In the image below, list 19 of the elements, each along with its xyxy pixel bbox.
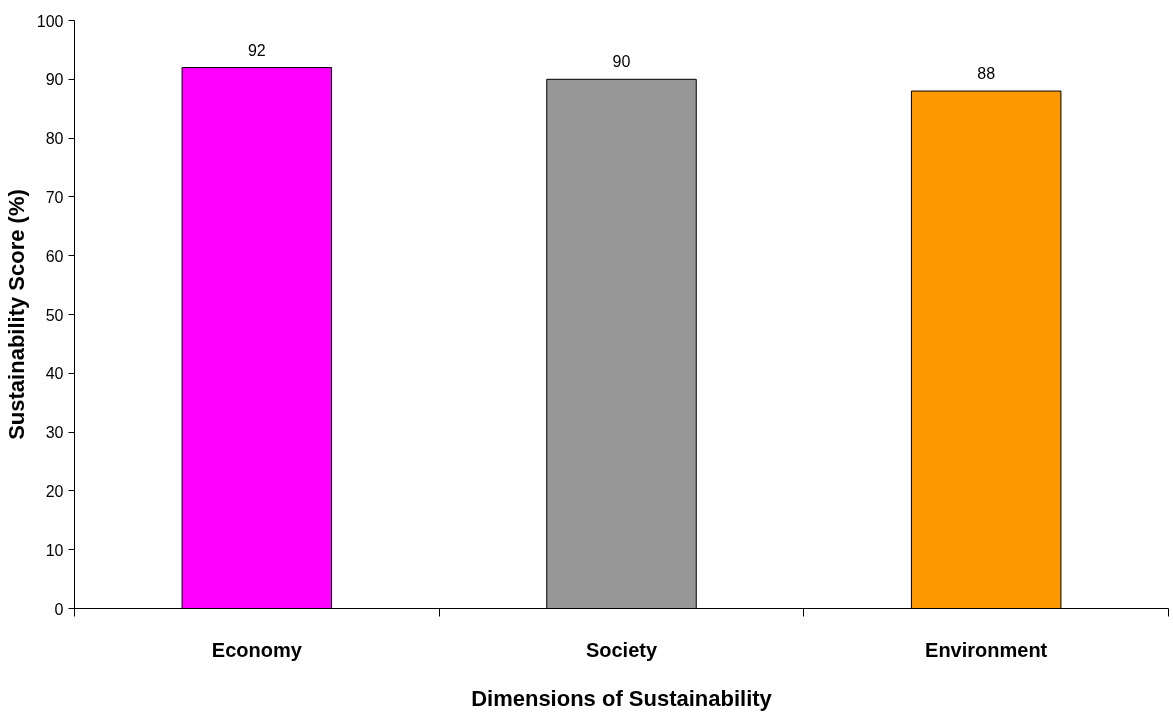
y-tick-label: 0 bbox=[54, 600, 64, 618]
y-tick-label: 30 bbox=[45, 424, 64, 442]
x-tick-label: Environment bbox=[925, 638, 1048, 661]
data-label: 90 bbox=[612, 53, 631, 71]
x-tick-label: Economy bbox=[211, 638, 303, 661]
y-tick-label: 90 bbox=[45, 71, 64, 89]
data-label: 88 bbox=[977, 65, 996, 83]
y-tick-label: 10 bbox=[45, 541, 64, 559]
data-label: 92 bbox=[247, 41, 266, 59]
x-tick-label: Society bbox=[585, 638, 658, 661]
y-tick-label: 60 bbox=[45, 247, 64, 265]
y-tick-label: 50 bbox=[45, 306, 64, 324]
y-tick-label: 80 bbox=[45, 130, 64, 148]
y-axis-title: Sustainability Score (%) bbox=[3, 189, 29, 440]
y-tick-label: 40 bbox=[45, 365, 64, 383]
y-tick-label: 100 bbox=[36, 12, 64, 30]
x-axis-title: Dimensions of Sustainability bbox=[471, 685, 773, 711]
y-tick-label: 70 bbox=[45, 188, 64, 206]
y-tick-label: 20 bbox=[45, 482, 64, 500]
